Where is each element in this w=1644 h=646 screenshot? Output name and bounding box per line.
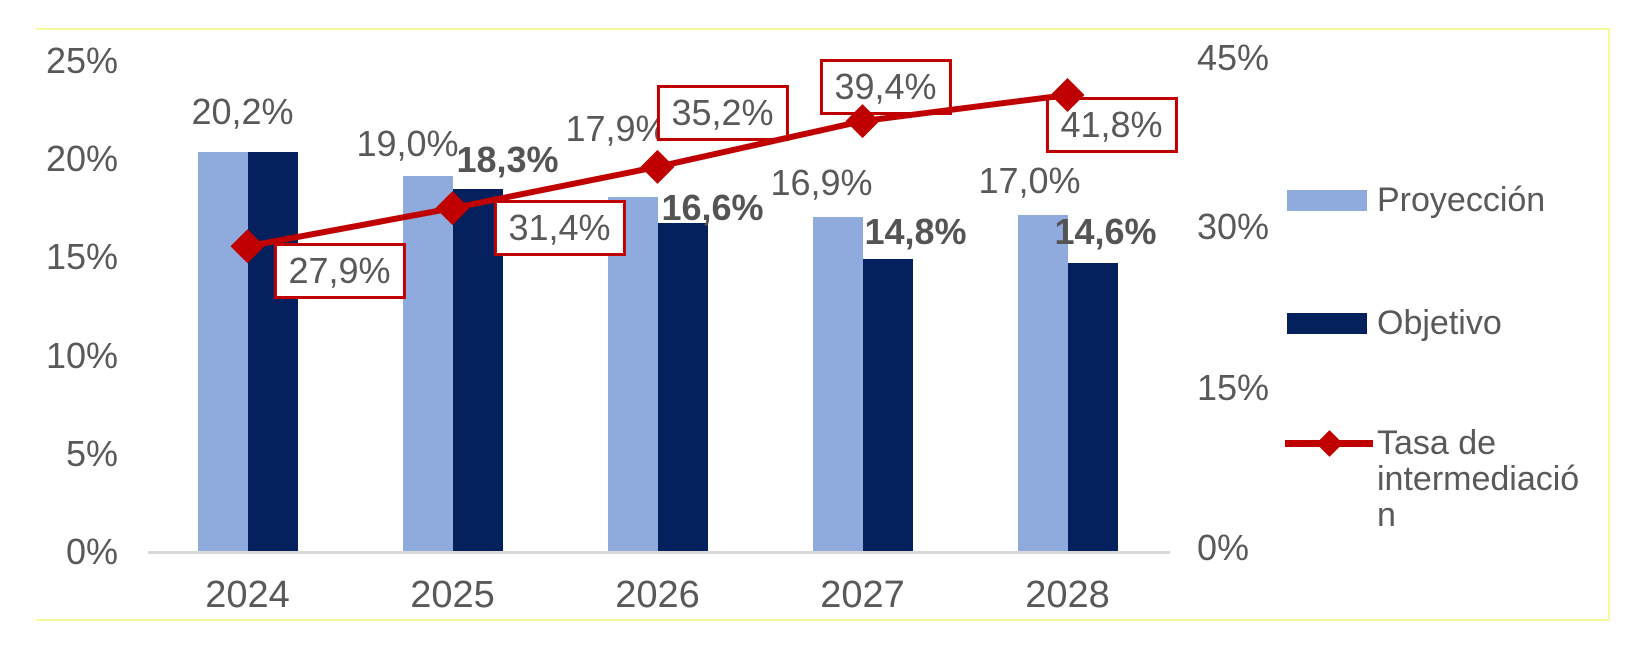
tasa-data-label-box: 41,8% [1045,96,1178,153]
x-axis-label: 2028 [1025,574,1110,616]
bar-objetivo [247,151,298,551]
proyeccion-swatch-icon [1287,189,1367,211]
bar-proyeccion [1017,215,1068,551]
left-axis-tick: 10% [45,335,118,376]
tasa-swatch-icon [1285,425,1373,461]
legend-item-objetivo: Objetivo [1287,303,1502,343]
tasa-data-label-box: 31,4% [493,200,626,257]
right-axis-tick: 45% [1197,37,1270,78]
tasa-data-label-box: 35,2% [656,84,789,141]
bar-proyeccion [812,217,863,551]
proyeccion-data-label: 16,9% [770,162,873,204]
bar-proyeccion [607,197,658,551]
proyeccion-data-label: 17,9% [565,108,668,150]
x-axis-label: 2025 [410,574,495,616]
objetivo-swatch-icon [1287,312,1367,334]
x-axis-label: 2027 [820,574,905,616]
x-axis-label: 2024 [205,574,290,616]
left-axis-tick: 5% [65,433,118,474]
right-axis-tick: 15% [1197,367,1270,408]
legend-item-tasa: Tasa de intermediació n [1285,425,1579,533]
x-axis-line [148,551,1170,554]
objetivo-data-label: 14,8% [864,210,967,252]
tasa-data-label-box: 27,9% [273,243,406,300]
proyeccion-data-label: 19,0% [356,122,459,164]
left-axis-tick: 0% [65,531,118,572]
bar-proyeccion [402,175,453,551]
bar-proyeccion [197,151,248,551]
tasa-data-label-box: 39,4% [819,59,952,116]
left-axis-tick: 15% [45,236,118,277]
proyeccion-data-label: 20,2% [191,90,294,132]
right-axis-tick: 0% [1197,527,1250,568]
bar-objetivo [1067,262,1118,551]
legend-item-proyeccion: Proyección [1287,180,1545,220]
legend-label-tasa: Tasa de intermediació n [1377,424,1580,534]
legend-label-objetivo: Objetivo [1377,304,1502,342]
left-axis-tick: 25% [45,40,118,81]
objetivo-data-label: 18,3% [456,139,559,181]
bar-objetivo [862,258,913,551]
left-axis-tick: 20% [45,138,118,179]
objetivo-data-label: 16,6% [661,186,764,228]
right-axis-tick: 30% [1197,206,1270,247]
x-axis-label: 2026 [615,574,700,616]
objetivo-data-label: 14,6% [1054,210,1157,252]
proyeccion-data-label: 17,0% [978,160,1081,202]
legend-label-proyeccion: Proyección [1377,181,1546,219]
bar-objetivo [657,222,708,551]
